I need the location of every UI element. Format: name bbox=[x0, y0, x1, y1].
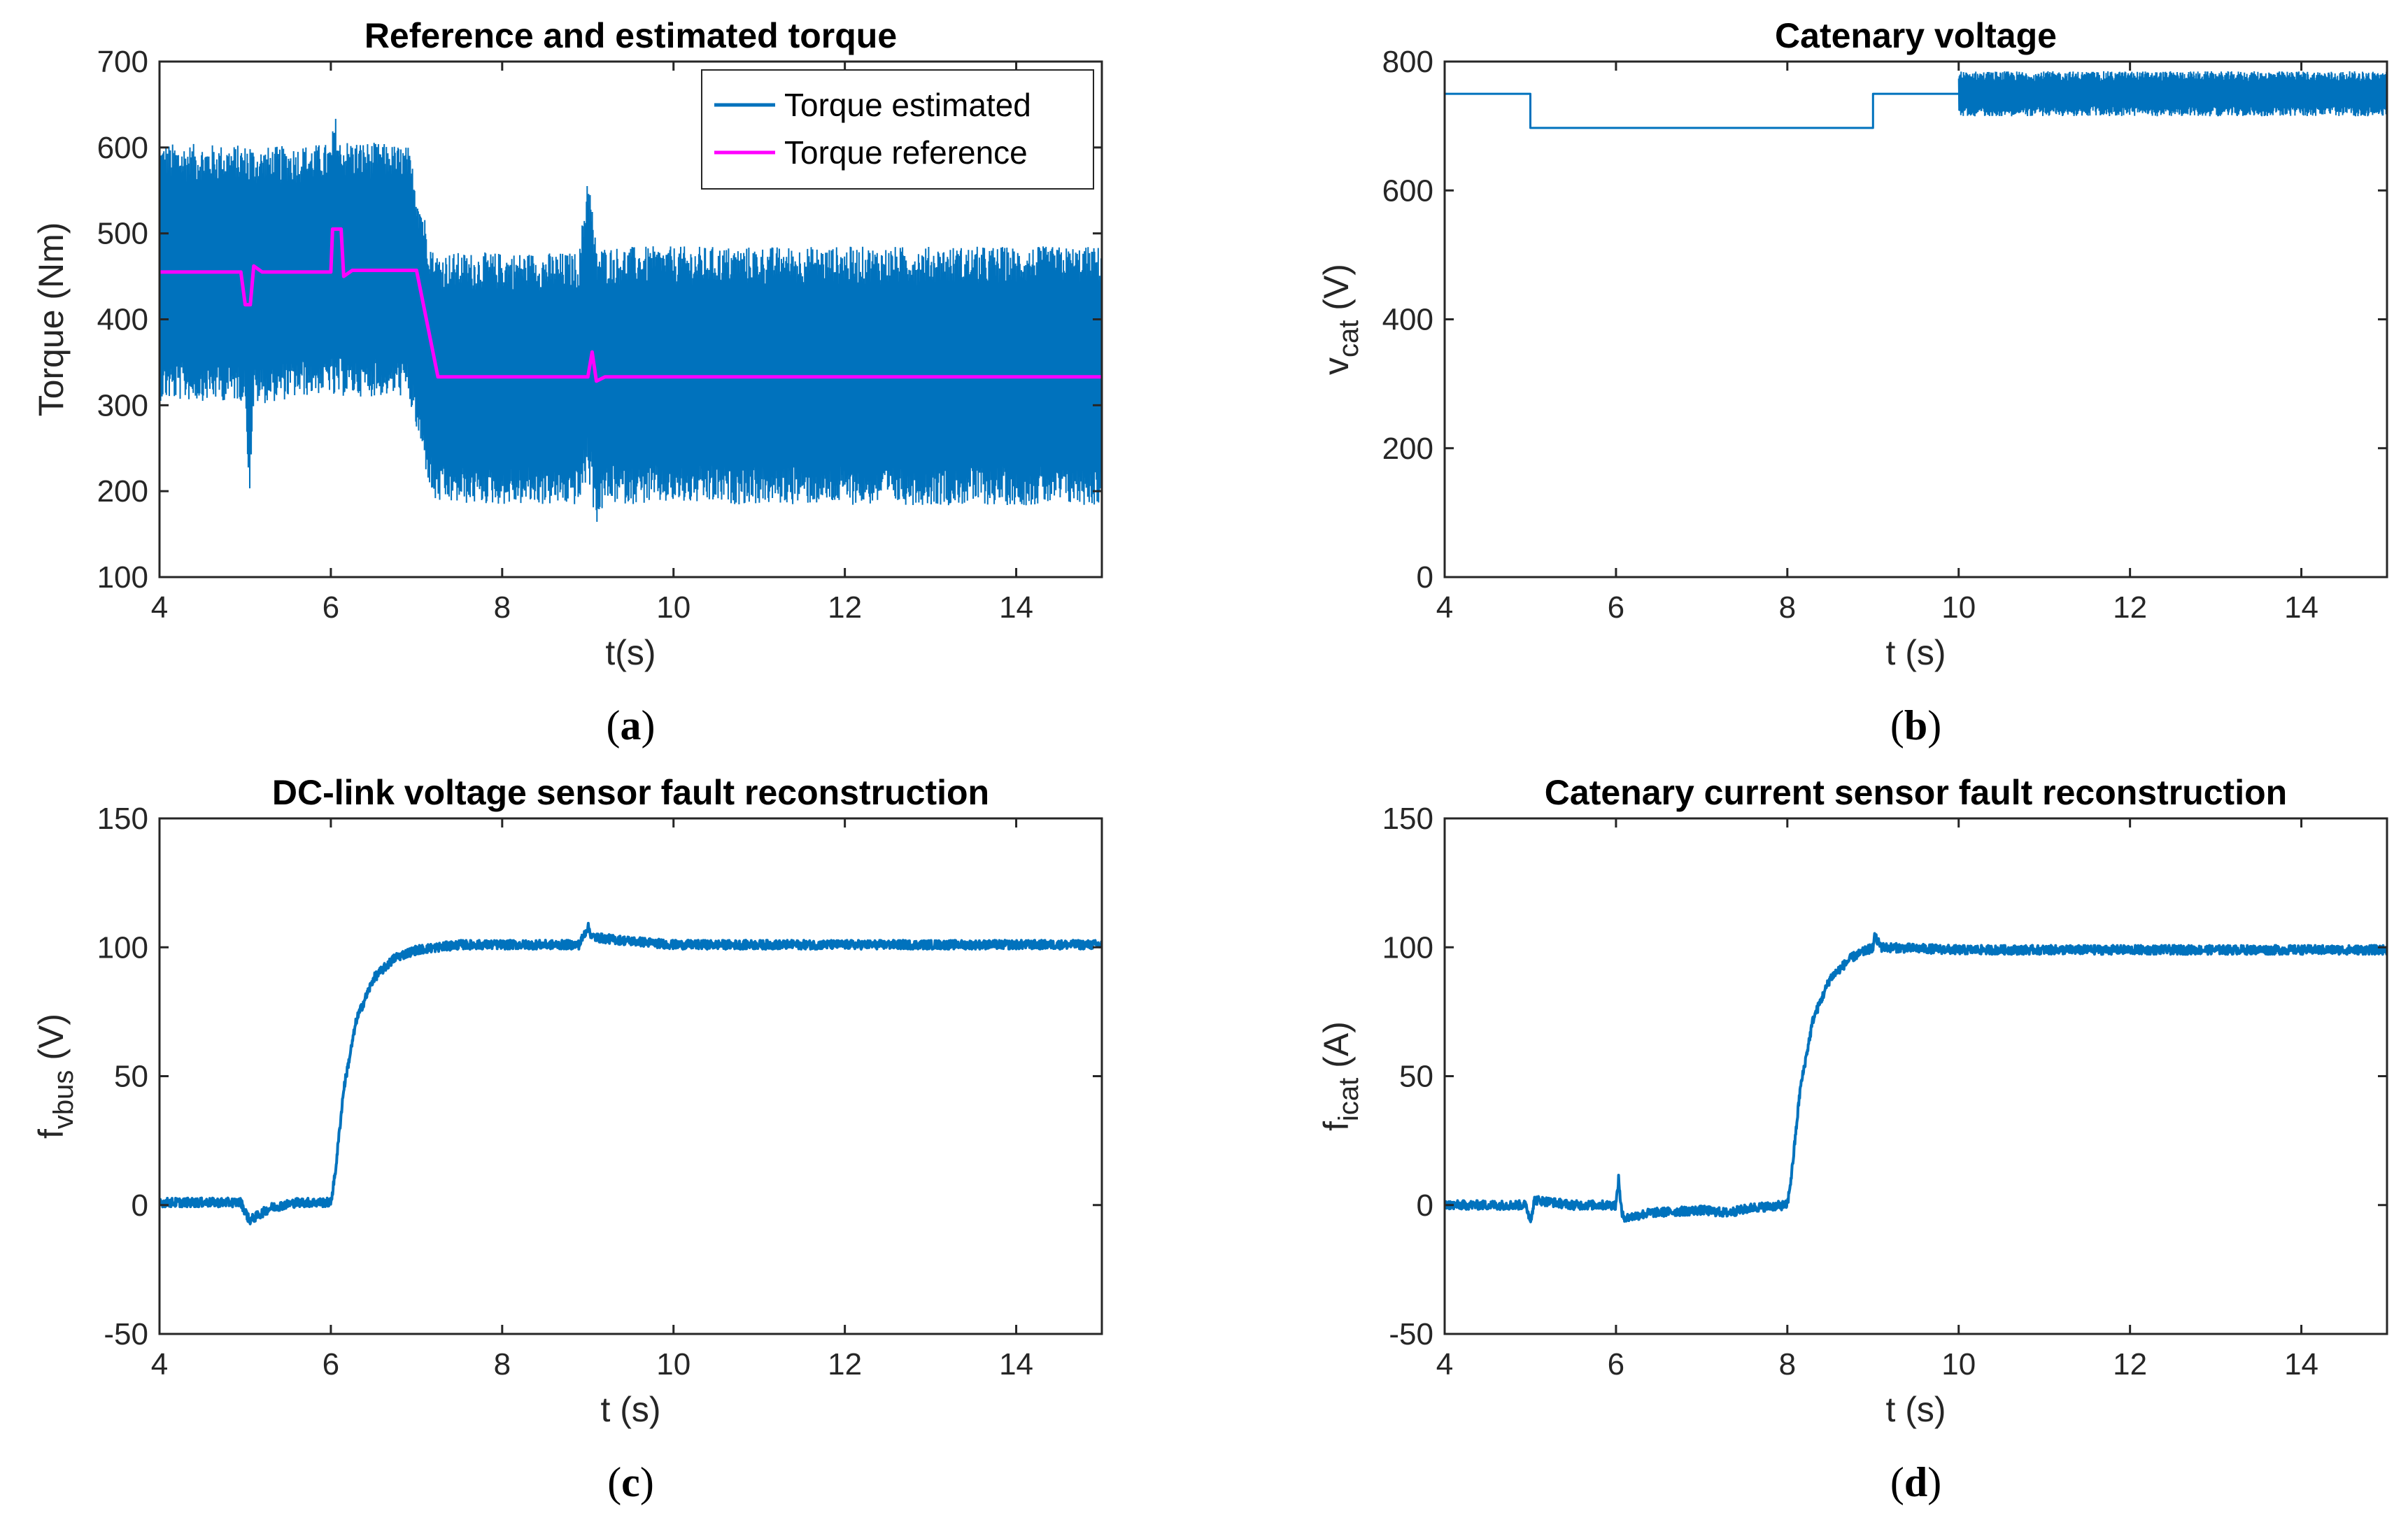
x-axis-label: t(s) bbox=[605, 633, 656, 672]
y-tick-label: 400 bbox=[97, 303, 148, 337]
y-tick-label: 150 bbox=[97, 802, 148, 836]
x-tick-label: 8 bbox=[1779, 590, 1796, 625]
chart-panel-c: 4 6 8 10 12 14 -50 0 50 100 150 DC-link voltage sen… bbox=[31, 773, 1103, 1505]
x-tick-label: 10 bbox=[1941, 590, 1976, 625]
series-group bbox=[1445, 71, 2387, 129]
x-tick-label: 14 bbox=[999, 1347, 1033, 1382]
y-axis-label: Torque (Nm) bbox=[31, 222, 71, 417]
series-group bbox=[160, 118, 1102, 523]
y-tick-label: 0 bbox=[132, 1188, 148, 1223]
plot-area bbox=[1445, 818, 2387, 1334]
y-tick-label: 50 bbox=[114, 1060, 148, 1094]
x-tick-label: 4 bbox=[1436, 1347, 1453, 1382]
y-tick-label: -50 bbox=[104, 1317, 148, 1351]
panel-label: (c) bbox=[607, 1459, 654, 1505]
x-tick-label: 8 bbox=[494, 590, 511, 625]
y-tick-label: 500 bbox=[97, 217, 148, 251]
y-tick-label: 600 bbox=[97, 131, 148, 165]
legend-entry: Torque reference bbox=[784, 134, 1028, 171]
chart-title: Reference and estimated torque bbox=[364, 16, 897, 55]
y-tick-label: 50 bbox=[1399, 1060, 1433, 1094]
x-tick-label: 10 bbox=[656, 1347, 690, 1382]
legend-box bbox=[701, 69, 1094, 190]
chart-title: Catenary voltage bbox=[1775, 16, 2057, 55]
y-axis-label: fvbus (V) bbox=[31, 1014, 79, 1139]
x-tick-label: 6 bbox=[1608, 1347, 1624, 1382]
x-tick-label: 14 bbox=[2284, 590, 2318, 625]
x-tick-label: 12 bbox=[828, 590, 862, 625]
y-tick-label: 600 bbox=[1382, 173, 1433, 208]
chart-title: Catenary current sensor fault reconstruc… bbox=[1545, 773, 2287, 812]
series-group bbox=[160, 921, 1102, 1226]
y-axis-label: ficat (A) bbox=[1317, 1021, 1364, 1131]
x-tick-label: 4 bbox=[151, 590, 168, 625]
panel-label: (a) bbox=[607, 702, 656, 748]
x-tick-label: 4 bbox=[151, 1347, 168, 1382]
y-tick-label: -50 bbox=[1389, 1317, 1433, 1351]
y-tick-label: 200 bbox=[1382, 432, 1433, 466]
y-tick-label: 0 bbox=[1417, 560, 1433, 595]
x-tick-label: 12 bbox=[828, 1347, 862, 1382]
y-tick-label: 200 bbox=[97, 474, 148, 509]
chart-panel-b: 4 6 8 10 12 14 0 200 400 600 800 Catenary voltage t … bbox=[1317, 16, 2388, 748]
series-line-0 bbox=[160, 118, 1102, 523]
y-tick-label: 150 bbox=[1382, 802, 1433, 836]
x-axis-label: t (s) bbox=[1885, 633, 1946, 672]
x-tick-label: 10 bbox=[1941, 1347, 1976, 1382]
y-tick-label: 100 bbox=[97, 560, 148, 595]
y-tick-label: 800 bbox=[1382, 45, 1433, 79]
x-axis-label: t (s) bbox=[600, 1390, 660, 1429]
x-axis-label: t (s) bbox=[1885, 1390, 1946, 1429]
x-tick-label: 14 bbox=[999, 590, 1033, 625]
series-group bbox=[1445, 932, 2387, 1223]
y-tick-label: 100 bbox=[1382, 930, 1433, 965]
x-tick-label: 12 bbox=[2113, 1347, 2147, 1382]
y-tick-label: 300 bbox=[97, 388, 148, 422]
x-tick-label: 6 bbox=[1608, 590, 1624, 625]
x-tick-label: 8 bbox=[1779, 1347, 1796, 1382]
legend-entry: Torque estimated bbox=[784, 87, 1031, 123]
y-tick-label: 700 bbox=[97, 45, 148, 79]
y-tick-label: 100 bbox=[97, 930, 148, 965]
x-tick-label: 6 bbox=[323, 1347, 339, 1382]
chart-title: DC-link voltage sensor fault reconstruct… bbox=[272, 773, 989, 812]
chart-panel-d: 4 6 8 10 12 14 -50 0 50 100 150 Catenary current se… bbox=[1317, 773, 2388, 1505]
x-tick-label: 6 bbox=[323, 590, 339, 625]
plot-area bbox=[1445, 62, 2387, 577]
series-line-1 bbox=[160, 227, 1102, 383]
panel-label: (d) bbox=[1890, 1459, 1941, 1505]
x-tick-label: 8 bbox=[494, 1347, 511, 1382]
x-tick-label: 14 bbox=[2284, 1347, 2318, 1382]
panel-label: (b) bbox=[1890, 702, 1941, 748]
legend: Torque estimated Torque reference bbox=[701, 69, 1094, 190]
y-tick-label: 0 bbox=[1417, 1188, 1433, 1223]
plot-area bbox=[160, 818, 1102, 1334]
x-tick-label: 4 bbox=[1436, 590, 1453, 625]
series-noise-band bbox=[1957, 71, 2387, 117]
series-line-0 bbox=[160, 921, 1102, 1226]
x-tick-label: 12 bbox=[2113, 590, 2147, 625]
y-tick-label: 400 bbox=[1382, 303, 1433, 337]
x-tick-label: 10 bbox=[656, 590, 690, 625]
series-line-0 bbox=[1445, 92, 1959, 129]
chart-panel-a: 4 6 8 10 12 14 100 200 300 400 500 600 700 Reference … bbox=[31, 16, 1103, 748]
series-line-0 bbox=[1445, 932, 2387, 1223]
y-axis-label: vcat (V) bbox=[1317, 264, 1364, 375]
